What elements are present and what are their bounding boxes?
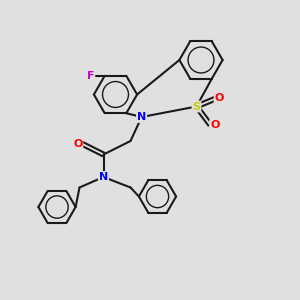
Text: O: O [210, 120, 220, 130]
Text: N: N [137, 112, 146, 122]
Text: S: S [193, 101, 200, 112]
Text: F: F [87, 71, 94, 81]
Text: O: O [73, 139, 82, 149]
Text: O: O [214, 93, 224, 103]
Text: N: N [99, 172, 108, 182]
